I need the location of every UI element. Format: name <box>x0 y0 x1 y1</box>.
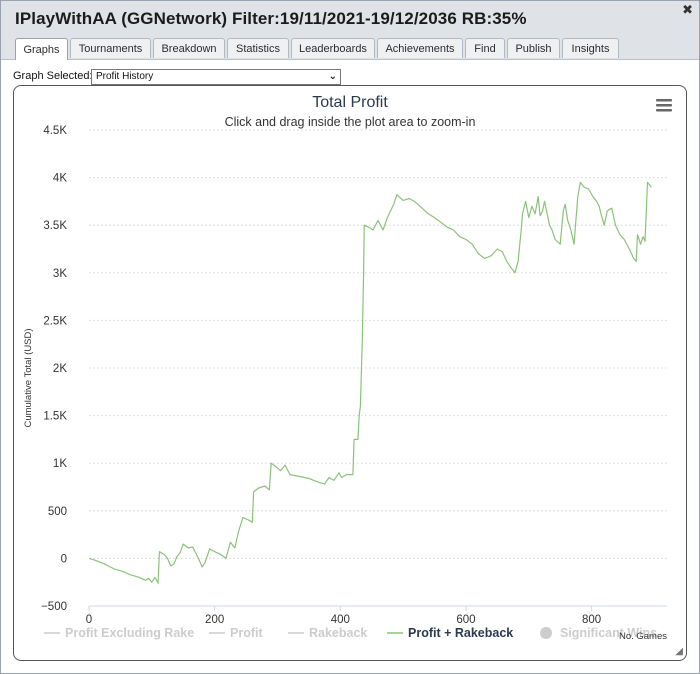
close-icon[interactable]: ✖ <box>682 2 693 17</box>
y-tick-label: 3.5K <box>43 220 67 232</box>
legend-item[interactable]: Rakeback <box>288 626 367 640</box>
y-tick-label: 500 <box>48 506 67 518</box>
legend-label: Profit + Rakeback <box>408 626 513 640</box>
resize-grip-icon[interactable]: ◢ <box>675 646 683 657</box>
chart-title: Total Profit <box>312 94 388 111</box>
tab-tournaments[interactable]: Tournaments <box>70 38 151 58</box>
graph-selected-label: Graph Selected: <box>13 70 93 82</box>
y-tick-label: 2K <box>53 363 67 375</box>
chart-subtitle: Click and drag inside the plot area to z… <box>225 115 476 129</box>
x-tick-label: 400 <box>331 614 350 626</box>
x-axis-label: No. Games <box>619 631 667 642</box>
legend-item[interactable]: Profit <box>209 626 263 640</box>
profit-chart[interactable]: −500 0 500 1K 1.5K 2K 2.5K 3K 3.5K 4K 4.5K 0 200 400… <box>14 86 686 660</box>
x-tick-label: 200 <box>205 614 224 626</box>
legend-label: Rakeback <box>309 626 367 640</box>
chart-panel: −500 0 500 1K 1.5K 2K 2.5K 3K 3.5K 4K 4.5K 0 200 400… <box>13 85 687 661</box>
tab-breakdown[interactable]: Breakdown <box>153 38 225 58</box>
legend-label: Significant Wins <box>560 626 657 640</box>
graph-select-dropdown[interactable]: Profit History ⌄ <box>91 69 341 85</box>
x-tick-label: 800 <box>582 614 601 626</box>
legend-label: Profit Excluding Rake <box>65 626 194 640</box>
y-tick-label: 1K <box>53 458 67 470</box>
tab-publish[interactable]: Publish <box>507 38 560 58</box>
y-tick-label: 4K <box>53 173 67 185</box>
legend-marker <box>540 627 552 639</box>
y-tick-label: 3K <box>53 268 67 280</box>
chart-legend: Profit Excluding Rake Profit Rakeback Profi… <box>44 626 657 640</box>
tab-insights[interactable]: Insights <box>562 38 619 58</box>
tab-find[interactable]: Find <box>465 38 505 58</box>
chevron-down-icon: ⌄ <box>328 71 337 82</box>
legend-item[interactable]: Significant Wins <box>540 626 657 640</box>
tab-bar: Graphs Tournaments Breakdown Statistics … <box>1 37 699 60</box>
series-line-profit-rakeback <box>88 181 652 584</box>
y-tick-label: −500 <box>41 601 67 613</box>
chart-gridlines <box>89 129 667 607</box>
y-axis-ticks: −500 0 500 1K 1.5K 2K 2.5K 3K 3.5K 4K 4.5K <box>41 125 67 613</box>
hamburger-menu-icon[interactable] <box>656 99 672 112</box>
x-tick-label: 0 <box>86 614 92 626</box>
legend-label: Profit <box>230 626 263 640</box>
graph-select-value: Profit History <box>96 71 154 82</box>
legend-item[interactable]: Profit Excluding Rake <box>44 626 194 640</box>
tab-graphs[interactable]: Graphs <box>15 38 68 60</box>
y-tick-label: 1.5K <box>43 411 67 423</box>
legend-item[interactable]: Profit + Rakeback <box>387 626 513 640</box>
tab-achievements[interactable]: Achievements <box>377 38 463 58</box>
y-axis-label: Cumulative Total (USD) <box>23 328 34 427</box>
tab-leaderboards[interactable]: Leaderboards <box>291 38 375 58</box>
title-bar: IPlayWithAA (GGNetwork) Filter:19/11/202… <box>1 1 699 37</box>
y-tick-label: 2.5K <box>43 315 67 327</box>
window-title: IPlayWithAA (GGNetwork) Filter:19/11/202… <box>15 9 527 28</box>
y-tick-label: 4.5K <box>43 125 67 137</box>
x-tick-label: 600 <box>456 614 475 626</box>
y-tick-label: 0 <box>61 553 67 565</box>
tab-statistics[interactable]: Statistics <box>227 38 289 58</box>
x-axis-ticks: 0 200 400 600 800 <box>86 606 601 626</box>
